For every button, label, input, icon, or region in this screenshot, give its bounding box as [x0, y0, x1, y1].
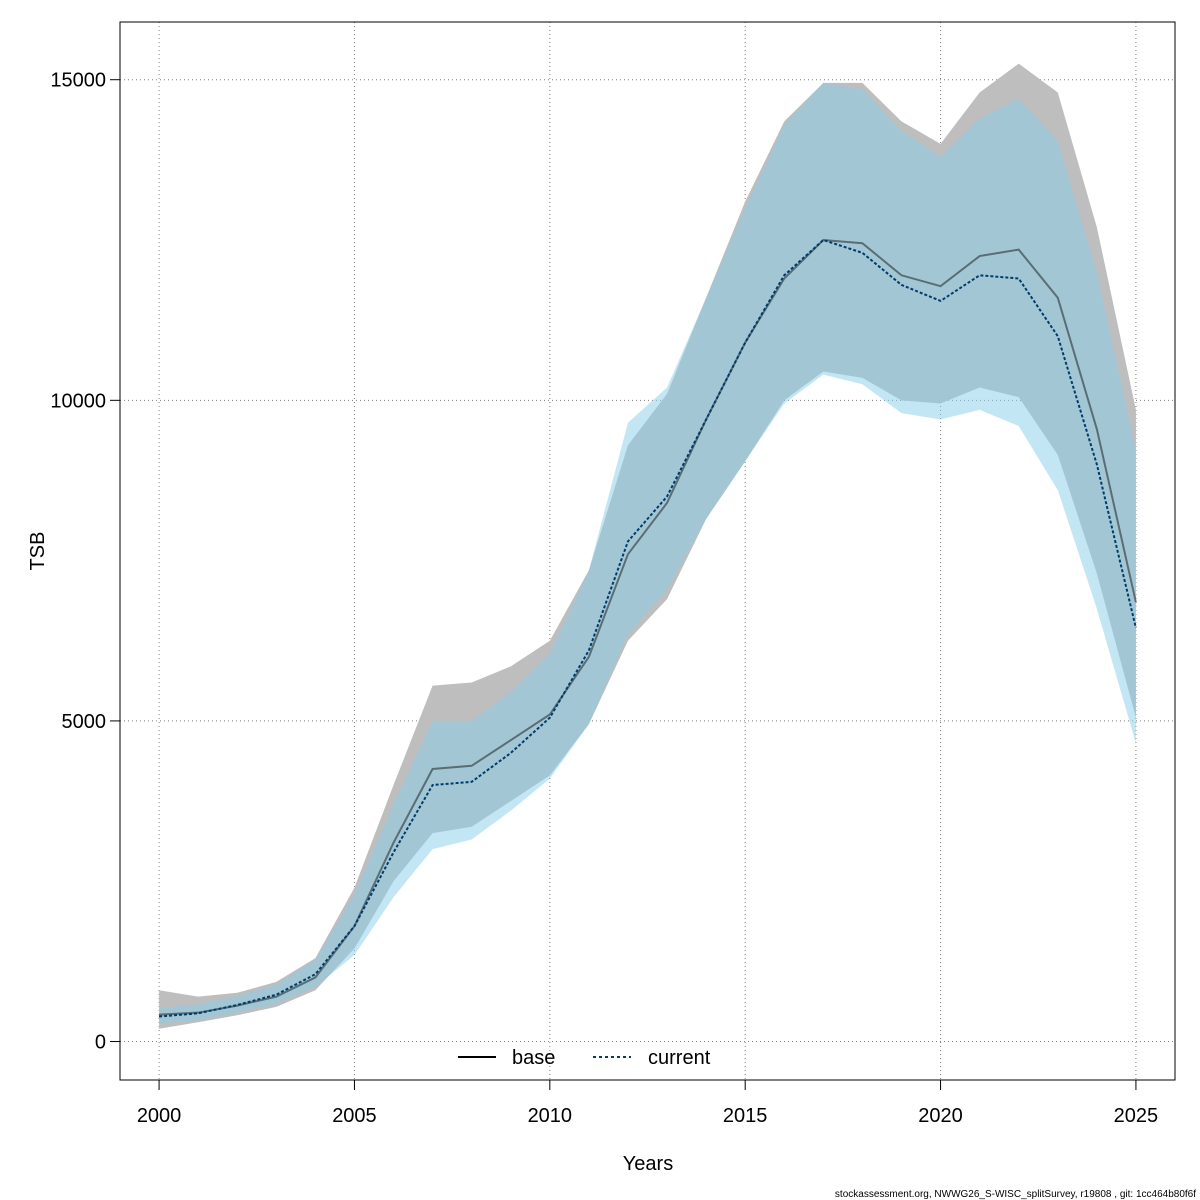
y-tick-label-5000: 5000 [62, 711, 107, 733]
x-axis: 2000 2005 2010 2015 2020 2025 [137, 1079, 1159, 1127]
legend: base current [458, 1047, 711, 1069]
footnote: stockassessment.org, NWWG26_S-WISC_split… [835, 1189, 1196, 1200]
x-axis-title: Years [623, 1153, 673, 1175]
y-axis-title: TSB [27, 532, 49, 571]
y-tick-label-0: 0 [95, 1032, 106, 1054]
x-tick-label-2020: 2020 [918, 1105, 963, 1127]
y-tick-label-10000: 10000 [50, 390, 106, 412]
x-tick-label-2015: 2015 [723, 1105, 768, 1127]
line-base [159, 238, 1137, 1016]
x-tick-label-2025: 2025 [1114, 1105, 1159, 1127]
x-tick-label-2005: 2005 [332, 1105, 377, 1127]
legend-label-base: base [512, 1047, 555, 1069]
confidence-bands [159, 63, 1136, 1029]
y-tick-label-15000: 15000 [50, 70, 106, 92]
x-tick-label-2010: 2010 [528, 1105, 573, 1127]
x-tick-label-2000: 2000 [137, 1105, 182, 1127]
band-current [159, 82, 1136, 1024]
series-lines [158, 238, 1137, 1018]
legend-label-current: current [648, 1047, 711, 1069]
y-axis: 0 5000 10000 15000 [50, 70, 121, 1054]
line-current [158, 238, 1137, 1018]
